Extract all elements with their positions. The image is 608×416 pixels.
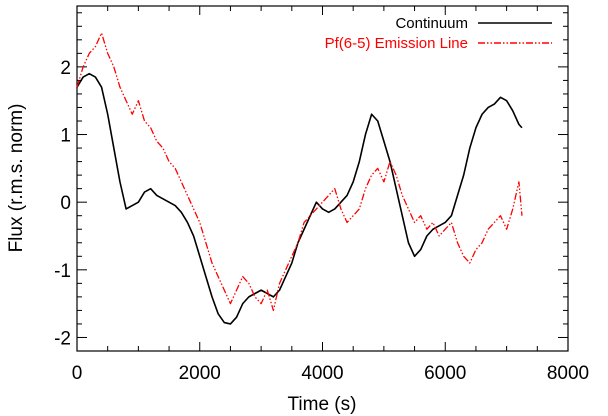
y-tick-label: -2 (54, 328, 71, 349)
x-tick-label: 6000 (424, 363, 466, 384)
ticks-layer: 0 2000 4000 6000 8000 -2 -1 0 1 2 (54, 6, 589, 384)
plot-frame (76, 5, 569, 352)
x-tick-label: 8000 (547, 363, 589, 384)
y-tick-label: 1 (60, 126, 71, 147)
legend-label-continuum: Continuum (395, 15, 468, 32)
y-tick-label: 0 (60, 193, 71, 214)
legend-label-pf65: Pf(6-5) Emission Line (325, 35, 468, 52)
x-tick-label: 2000 (179, 363, 221, 384)
y-tick-label: -1 (54, 261, 71, 282)
x-axis-title: Time (s) (288, 394, 357, 415)
series-layer (76, 32, 523, 325)
y-tick-label: 2 (60, 58, 71, 79)
legend: Continuum Pf(6-5) Emission Line (325, 15, 552, 52)
series-line-continuum (76, 72, 523, 325)
x-tick-label: 0 (72, 363, 83, 384)
series-line-pf65 (76, 32, 523, 312)
y-axis-title: Flux (r.m.s. norm) (6, 104, 27, 253)
x-tick-label: 4000 (301, 363, 343, 384)
